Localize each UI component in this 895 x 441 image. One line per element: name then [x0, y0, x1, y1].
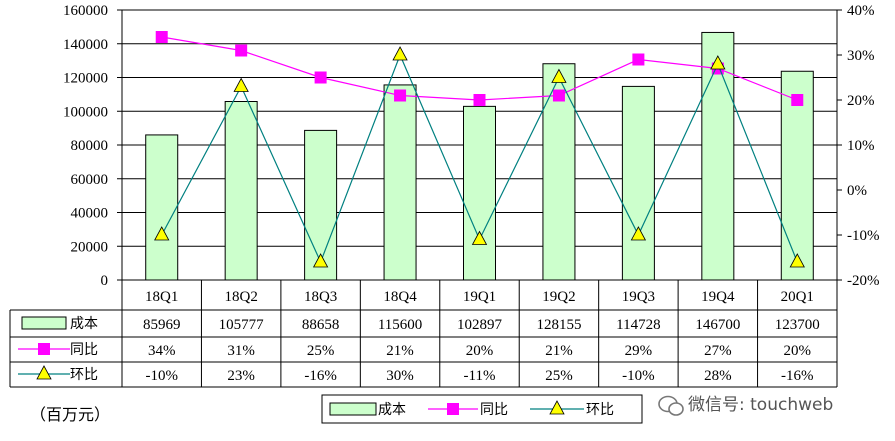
left-tick-label: 60000 — [71, 172, 109, 188]
row-label-同比: 同比 — [70, 342, 98, 358]
axes: 160000 140000 120000 100000 80000 60000 40000 2… — [63, 3, 880, 289]
point-环比-19Q1 — [471, 230, 488, 245]
bar-19Q3 — [621, 85, 655, 281]
right-tick-label: 40% — [847, 3, 875, 19]
right-tick-label: 0% — [847, 183, 867, 199]
point-同比-20Q1 — [791, 94, 804, 106]
unit-label: （百万元） — [30, 405, 110, 424]
point-同比-18Q3 — [314, 71, 327, 84]
left-tick-label: 40000 — [71, 206, 109, 222]
data-label-同比: 20% — [466, 343, 494, 359]
point-同比-19Q1 — [473, 94, 486, 106]
watermark: 微信号: touchweb — [658, 395, 833, 416]
legend: 成本 同比 环比 — [321, 394, 643, 424]
data-label-环比: 30% — [386, 368, 414, 384]
category-label: 18Q2 — [224, 289, 257, 305]
bar-18Q4 — [383, 84, 417, 281]
row-key-环比 — [36, 365, 52, 380]
category-label: 20Q1 — [781, 289, 814, 305]
data-label-成本: 102897 — [457, 317, 503, 333]
point-环比-19Q4 — [710, 55, 726, 70]
legend-label-成本: 成本 — [378, 402, 406, 418]
bar-18Q1 — [145, 134, 179, 281]
data-label-同比: 27% — [704, 343, 732, 359]
legend-label-环比: 环比 — [586, 402, 614, 418]
data-label-环比: 28% — [704, 368, 732, 384]
data-label-成本: 123700 — [775, 317, 820, 333]
legend-key-同比 — [447, 403, 459, 415]
data-label-成本: 85969 — [143, 317, 181, 333]
right-tick-label: 20% — [847, 93, 875, 109]
data-label-同比: 25% — [307, 343, 335, 359]
data-label-环比: 23% — [227, 368, 255, 384]
data-label-成本: 128155 — [536, 317, 581, 333]
right-tick-label: -10% — [847, 228, 880, 244]
legend-key-成本 — [329, 402, 377, 416]
data-label-成本: 114728 — [616, 317, 660, 333]
cost-bars — [145, 31, 814, 281]
point-同比-19Q3 — [632, 53, 645, 66]
left-tick-label: 140000 — [63, 37, 108, 53]
data-label-环比: -11% — [464, 368, 496, 384]
point-同比-18Q4 — [394, 89, 407, 102]
row-label-成本: 成本 — [70, 316, 98, 332]
category-label: 19Q1 — [463, 289, 496, 305]
category-label: 18Q4 — [383, 289, 417, 305]
point-环比-20Q1 — [789, 253, 805, 268]
data-label-成本: 88658 — [302, 317, 340, 333]
data-label-成本: 115600 — [378, 317, 422, 333]
left-tick-label: 20000 — [71, 239, 109, 255]
wechat-icon — [658, 395, 684, 416]
right-tick-label: -20% — [847, 273, 880, 289]
category-label: 19Q4 — [701, 289, 735, 305]
legend-key-环比 — [549, 400, 565, 415]
data-label-环比: 25% — [545, 368, 573, 384]
point-环比-18Q2 — [233, 77, 249, 92]
row-key-同比 — [38, 343, 50, 355]
data-label-环比: -16% — [781, 368, 814, 384]
point-同比-19Q2 — [552, 89, 565, 102]
data-label-同比: 29% — [625, 343, 653, 359]
point-环比-18Q1 — [154, 226, 170, 241]
left-tick-label: 160000 — [63, 3, 108, 19]
category-label: 18Q1 — [145, 289, 178, 305]
data-label-同比: 21% — [545, 343, 573, 359]
data-label-环比: -16% — [304, 368, 337, 384]
category-label: 18Q3 — [304, 289, 337, 305]
data-table: 18Q1 18Q2 18Q3 18Q4 19Q1 19Q2 19Q3 19Q4 20Q1 8596… — [9, 280, 838, 388]
point-环比-18Q4 — [392, 46, 408, 61]
legend-label-同比: 同比 — [480, 402, 508, 418]
data-label-同比: 34% — [148, 343, 176, 359]
point-同比-18Q2 — [235, 44, 248, 57]
ratio-lines — [154, 31, 805, 268]
data-label-成本: 146700 — [695, 317, 740, 333]
left-tick-label: 80000 — [71, 138, 109, 154]
bar-19Q1 — [463, 105, 496, 281]
right-tick-label: 10% — [847, 138, 875, 154]
point-环比-18Q3 — [312, 253, 329, 268]
watermark-text: 微信号: touchweb — [688, 395, 833, 415]
data-label-环比: -10% — [622, 368, 655, 384]
point-同比-18Q1 — [155, 31, 168, 43]
category-label: 19Q3 — [622, 289, 655, 305]
data-label-成本: 105777 — [219, 317, 265, 333]
data-label-同比: 20% — [784, 343, 812, 359]
data-label-环比: -10% — [145, 368, 178, 384]
point-环比-19Q3 — [630, 226, 647, 241]
left-tick-label: 120000 — [63, 71, 108, 87]
category-label: 19Q2 — [542, 289, 575, 305]
left-tick-label: 0 — [101, 273, 109, 289]
data-label-同比: 31% — [227, 343, 255, 359]
left-tick-label: 100000 — [63, 104, 108, 120]
point-环比-19Q2 — [551, 68, 567, 83]
row-key-成本 — [21, 316, 67, 330]
row-label-环比: 环比 — [70, 367, 98, 383]
bar-18Q2 — [224, 101, 258, 281]
bar-20Q1 — [780, 70, 814, 281]
right-tick-label: 30% — [847, 48, 875, 64]
data-label-同比: 21% — [386, 343, 414, 359]
